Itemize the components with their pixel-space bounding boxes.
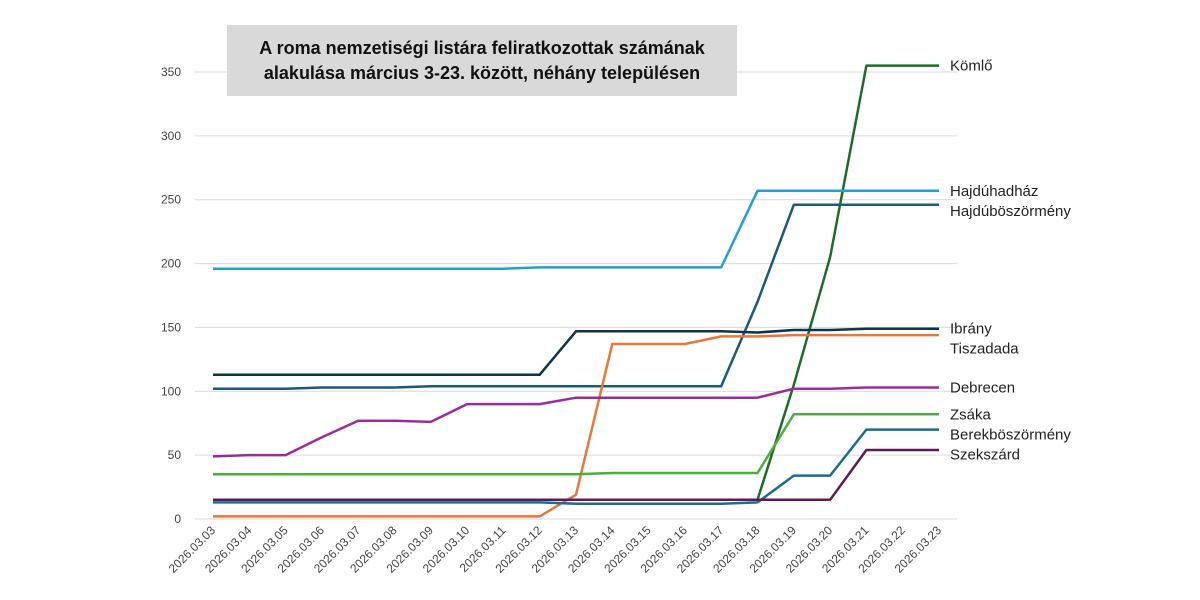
series-label-5: Debrecen <box>950 379 1015 396</box>
series-labels: Kömlő Hajdúhadház Hajdúböszörmény Ibrány Tis… <box>950 58 1071 464</box>
chart-title-box: A roma nemzetiségi listára feliratkozott… <box>227 25 737 96</box>
y-axis-ticks: 0 50 100 150 200 250 300 350 <box>161 65 181 526</box>
x-axis-ticks: 2026.03.032026.03.042026.03.052026.03.06… <box>166 523 945 576</box>
chart-title-line-2: alakulása március 3-23. között, néhány t… <box>263 62 701 83</box>
series-line-4 <box>213 333 939 518</box>
y-tick-label: 300 <box>161 129 181 143</box>
series-line-0 <box>213 64 939 502</box>
series-label-4: Tiszadada <box>950 341 1019 358</box>
series-label-6: Zsáka <box>950 406 992 423</box>
series-line-2 <box>213 203 939 390</box>
series-line-1 <box>213 189 939 270</box>
series-line-5 <box>212 386 939 458</box>
y-tick-label: 100 <box>161 384 181 398</box>
series-label-7: Berekböszörmény <box>950 426 1071 443</box>
series-lines <box>212 64 939 518</box>
series-label-2: Hajdúböszörmény <box>950 203 1071 220</box>
y-tick-label: 350 <box>161 65 181 79</box>
series-label-3: Ibrány <box>950 321 992 338</box>
gridlines <box>195 71 957 520</box>
y-tick-label: 200 <box>161 257 181 271</box>
series-line-8 <box>213 448 939 502</box>
series-line-6 <box>213 413 939 476</box>
y-tick-label: 50 <box>168 448 182 462</box>
series-line-7 <box>213 428 939 505</box>
series-line-3 <box>213 327 939 376</box>
chart-title-line-1: A roma nemzetiségi listára feliratkozott… <box>259 37 705 58</box>
series-label-1: Hajdúhadház <box>950 183 1038 200</box>
series-label-0: Kömlő <box>950 58 993 75</box>
y-tick-label: 0 <box>174 512 181 526</box>
y-tick-label: 150 <box>161 320 181 334</box>
series-label-8: Szekszárd <box>950 446 1020 463</box>
y-tick-label: 250 <box>161 193 181 207</box>
